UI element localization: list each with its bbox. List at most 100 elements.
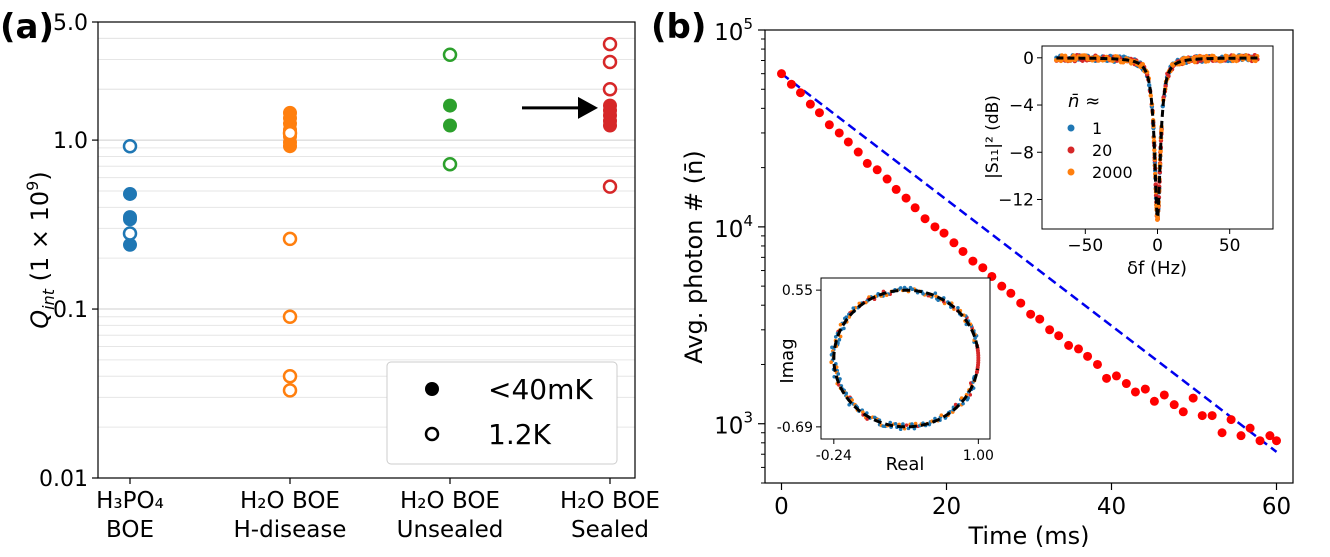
inset-s11-point xyxy=(1140,61,1145,67)
data-point xyxy=(1083,351,1093,361)
y-tick-label: 105 xyxy=(714,15,753,46)
inset-s11-point xyxy=(1156,204,1161,209)
data-point xyxy=(777,69,786,79)
data-point xyxy=(786,79,796,89)
point-filled xyxy=(283,139,297,154)
data-point xyxy=(1159,390,1169,400)
data-point xyxy=(997,281,1007,291)
inset-legend-marker-20 xyxy=(1067,146,1075,154)
inset-iq-point xyxy=(956,306,960,310)
inset-y-tick-label: 0.55 xyxy=(782,283,813,299)
inset-y-tick-label: −4 xyxy=(1009,96,1034,116)
inset-s11-point xyxy=(1063,53,1068,59)
data-point xyxy=(1245,423,1255,433)
legend-label-filled: <40mK xyxy=(488,373,593,406)
inset-iq: -0.24 1.00 0.55 -0.69 Real Imag xyxy=(777,277,994,475)
inset-s11-point xyxy=(1192,59,1198,65)
inset-s11-x-label: δf (Hz) xyxy=(1127,258,1187,279)
point-open xyxy=(442,47,458,62)
data-point xyxy=(1111,371,1121,381)
inset-legend-marker-1 xyxy=(1067,124,1075,132)
data-point xyxy=(1207,411,1217,421)
inset-iq-point xyxy=(836,372,841,376)
y-tick-label: 0.1 xyxy=(53,298,88,323)
inset-iq-frame xyxy=(820,277,991,440)
point-open xyxy=(602,54,618,70)
point-open xyxy=(282,383,298,398)
inset-iq-point xyxy=(838,322,843,327)
point-open xyxy=(282,369,298,384)
point-open xyxy=(282,125,298,141)
ylabel-close: ) xyxy=(26,171,54,180)
point-open xyxy=(442,156,458,172)
panel-b-fit-line xyxy=(780,72,1278,453)
data-point xyxy=(1074,344,1083,354)
inset-iq-point xyxy=(908,285,913,290)
panel-a-points xyxy=(122,36,618,398)
data-point xyxy=(1178,407,1188,417)
data-point xyxy=(901,193,911,203)
data-point xyxy=(1092,359,1102,369)
data-point xyxy=(853,147,863,157)
point-filled xyxy=(603,118,617,133)
panel-b-label: (b) xyxy=(651,7,706,47)
inset-s11-legend: n̄ ≈ 1 20 2000 xyxy=(1067,91,1133,182)
data-point xyxy=(1006,288,1016,298)
inset-legend-title: n̄ ≈ xyxy=(1068,91,1100,112)
legend-marker-open xyxy=(424,426,440,442)
data-point xyxy=(805,99,815,109)
y-tick-label: 5.0 xyxy=(53,11,88,36)
inset-iq-x-label: Real xyxy=(886,454,925,475)
point-filled xyxy=(123,237,137,252)
point-filled xyxy=(443,118,457,133)
data-point xyxy=(930,222,940,232)
data-point xyxy=(1188,393,1198,403)
inset-x-tick-label: -0.24 xyxy=(816,448,852,464)
data-point xyxy=(1130,387,1140,397)
inset-s11-point xyxy=(1155,215,1160,220)
data-point xyxy=(882,174,892,184)
inset-y-tick-label: −12 xyxy=(998,190,1034,210)
x-tick-label-line1: H₃PO₄ xyxy=(96,488,164,514)
panel-a-y-ticks: 0.01 0.1 1.0 5.0 xyxy=(39,11,98,492)
data-point xyxy=(1217,428,1227,438)
data-point xyxy=(1016,298,1026,308)
panel-a-label: (a) xyxy=(0,7,54,47)
inset-iq-point xyxy=(829,360,833,365)
data-point xyxy=(968,256,978,266)
inset-iq-point xyxy=(939,413,944,417)
point-open xyxy=(282,231,298,247)
fit-line xyxy=(780,72,1278,453)
data-point xyxy=(1102,373,1112,383)
inset-iq-fit xyxy=(832,288,979,429)
x-tick-label: 40 xyxy=(1097,494,1126,520)
data-point xyxy=(872,165,882,175)
point-filled xyxy=(123,212,137,227)
inset-y-tick-label: -0.69 xyxy=(777,420,813,436)
y-tick-label: 0.01 xyxy=(39,467,88,492)
data-point xyxy=(1121,379,1131,389)
data-point xyxy=(1197,411,1207,421)
data-point xyxy=(1169,400,1179,410)
inset-iq-point xyxy=(838,334,843,339)
data-point xyxy=(814,108,824,118)
inset-s11-fit xyxy=(1056,56,1259,218)
data-point xyxy=(1265,431,1275,441)
panel-b-points xyxy=(777,69,1281,446)
inset-y-tick-label: −8 xyxy=(1009,143,1034,163)
data-point xyxy=(1035,314,1045,324)
x-tick-label-line1: H₂O BOE xyxy=(400,488,500,514)
panel-a-x-ticks: H₃PO₄ BOE H₂O BOE H-disease H₂O BOE Unsealed H… xyxy=(96,478,660,543)
inset-iq-data xyxy=(829,285,981,432)
inset-iq-point xyxy=(837,337,842,342)
point-filled xyxy=(443,98,457,113)
point-open xyxy=(122,226,138,241)
panel-a-y-label: Qint (1 × 109) xyxy=(23,171,58,328)
inset-iq-point xyxy=(910,422,914,426)
panel-a-frame xyxy=(97,21,636,479)
data-point xyxy=(1255,436,1265,446)
panel-a-legend: <40mK 1.2K xyxy=(386,361,618,465)
data-point xyxy=(910,203,920,213)
inset-x-tick-label: 0 xyxy=(1152,236,1163,256)
